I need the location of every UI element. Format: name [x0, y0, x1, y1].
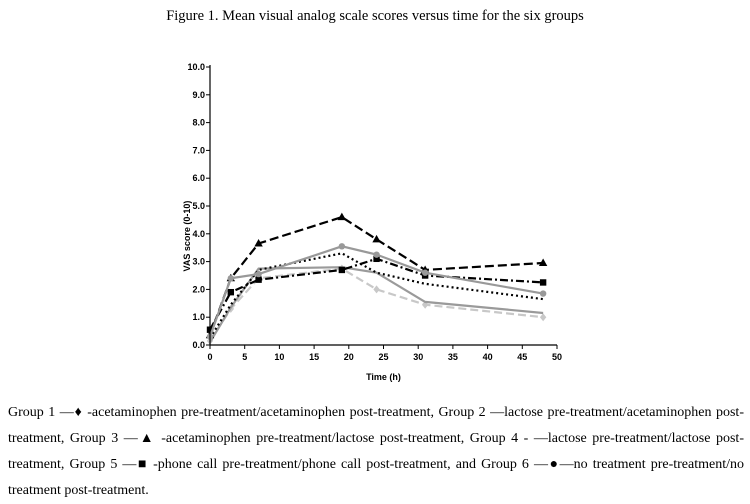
data-point	[421, 269, 429, 276]
y-tick-label: 5.0	[192, 201, 205, 211]
plot-lines	[205, 212, 548, 345]
y-axis-label: VAS score (0-10)	[182, 201, 192, 272]
data-point	[538, 258, 548, 266]
data-point	[255, 270, 262, 278]
figure-caption: Group 1 —♦ -acetaminophen pre-treatment/…	[8, 405, 744, 498]
y-tick-label: 1.0	[192, 312, 205, 322]
data-point	[255, 276, 262, 283]
x-tick-label: 0	[207, 352, 212, 362]
y-tick-label: 8.0	[192, 118, 205, 128]
y-tick-label: 2.0	[192, 284, 205, 294]
figure-title: Figure 1. Mean visual analog scale score…	[166, 8, 584, 24]
y-tick-label: 9.0	[192, 90, 205, 100]
line-chart: 0.0 1.0 2.0 3.0 4.0 5.0 6.0 7.0 8.0 9.0 10.0 0 5 10 15…	[182, 62, 562, 382]
x-tick-label: 15	[309, 352, 319, 362]
x-axis-label: Time (h)	[366, 372, 401, 382]
y-tick-label: 3.0	[192, 257, 205, 267]
y-tick-label: 0.0	[192, 340, 205, 350]
x-tick-label: 40	[483, 352, 493, 362]
data-point	[539, 313, 547, 322]
x-tick-label: 10	[274, 352, 284, 362]
x-tick-label: 45	[517, 352, 527, 362]
y-tick-label: 4.0	[192, 229, 205, 239]
data-point	[338, 243, 346, 250]
data-point	[373, 251, 380, 258]
y-tick-label: 7.0	[192, 145, 205, 155]
series-5	[206, 255, 547, 333]
x-tick-label: 30	[413, 352, 423, 362]
data-point	[337, 212, 347, 221]
data-point	[373, 285, 380, 294]
data-point	[254, 239, 263, 247]
x-tick-label: 25	[378, 352, 388, 362]
series-6	[206, 243, 547, 340]
data-point	[372, 234, 381, 243]
data-point	[539, 279, 547, 286]
y-tick-label: 6.0	[192, 173, 205, 183]
data-point	[373, 255, 380, 263]
x-tick-label: 20	[344, 352, 354, 362]
data-point	[227, 275, 235, 282]
x-tick-label: 35	[448, 352, 458, 362]
chart-axes: 0.0 1.0 2.0 3.0 4.0 5.0 6.0 7.0 8.0 9.0 10.0 0 5 10 15…	[187, 62, 562, 362]
x-tick-label: 5	[242, 352, 247, 362]
data-point	[338, 266, 346, 274]
data-point	[539, 290, 547, 297]
y-tick-label: 10.0	[187, 62, 205, 72]
x-tick-label: 50	[552, 352, 562, 362]
data-point	[227, 288, 235, 296]
